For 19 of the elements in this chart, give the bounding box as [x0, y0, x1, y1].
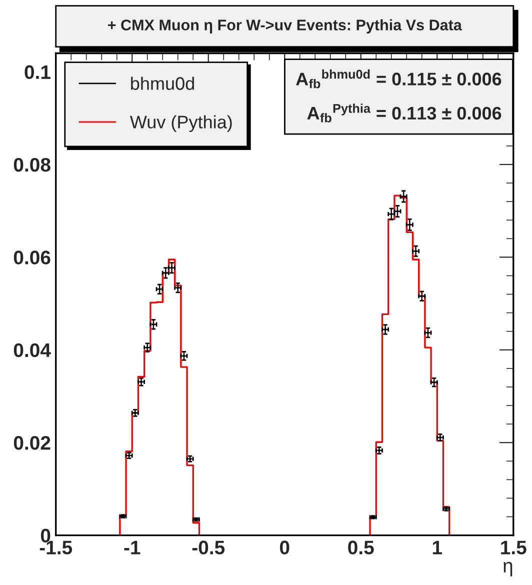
x-tick-label: -1.5: [40, 540, 72, 554]
annotation: A$_{fb}$$^{Pythia}$ = 0.113 ± 0.006: [307, 104, 502, 122]
x-tick-label: 1: [432, 540, 442, 554]
annotation: A$_{fb}$$^{bhmu0d}$ = 0.115 ± 0.006: [296, 69, 502, 88]
x-tick-label: 1.5: [501, 540, 526, 554]
chart-title: + CMX Muon η For W->uv Events: Pythia Vs Data: [108, 19, 462, 34]
x-axis-title: η: [504, 562, 512, 576]
x-tick-label: 0: [280, 540, 290, 554]
y-tick-label: 0.02: [14, 436, 50, 450]
y-tick-label: 0: [40, 528, 50, 543]
y-tick-label: 0.08: [14, 158, 50, 172]
y-tick-label: 0.1: [24, 65, 50, 80]
y-tick-label: 0.06: [14, 250, 50, 264]
legend-label: Wuv (Pythia): [130, 115, 232, 132]
x-tick-label: 0.5: [348, 540, 374, 554]
x-tick-label: -0.5: [192, 540, 225, 554]
x-tick-label: -1: [124, 540, 140, 554]
y-tick-label: 0.04: [14, 343, 51, 358]
legend-label: bhmu0d: [131, 76, 194, 90]
